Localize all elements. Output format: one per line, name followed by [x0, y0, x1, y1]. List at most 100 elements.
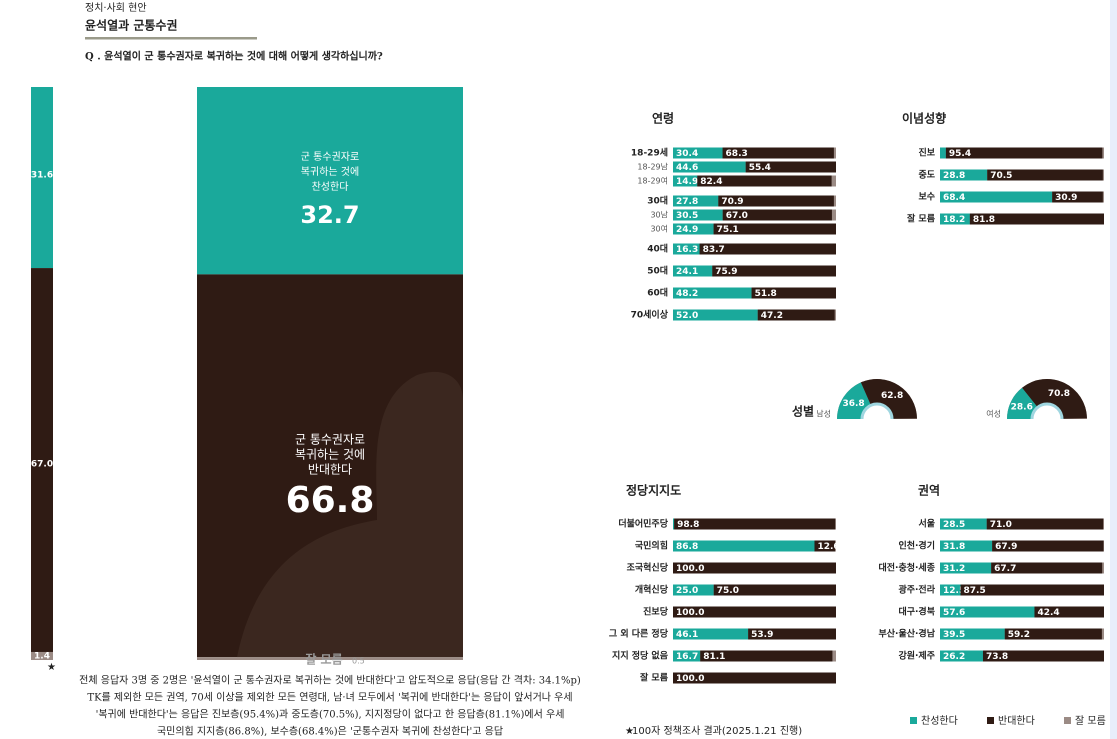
- bar-segment: [700, 650, 833, 662]
- donut-value: 28.6: [1011, 402, 1033, 412]
- edge: [1110, 0, 1117, 739]
- bar-value: 47.2: [761, 311, 783, 321]
- bar-segment: [718, 195, 834, 207]
- bar-segment: [940, 213, 970, 225]
- row-label: 조국혁신당: [627, 562, 669, 574]
- bar-value: 12.5: [943, 586, 965, 596]
- row-label: 서울: [918, 518, 935, 530]
- bar-segment: [722, 209, 832, 221]
- bar-value: 28.8: [943, 171, 965, 181]
- bar-value: 67.0: [726, 211, 748, 221]
- bar-value: 52.0: [676, 311, 698, 321]
- row-label: 50대: [647, 265, 668, 277]
- bar-segment: [697, 175, 832, 187]
- bar-segment: [673, 672, 836, 684]
- bar-segment: [814, 540, 836, 552]
- bar-value: 26.2: [943, 652, 965, 662]
- row-label: 60대: [647, 287, 668, 299]
- bar-value: 14.9: [676, 177, 698, 187]
- bar-value: 67.7: [994, 564, 1016, 574]
- bar-segment: [673, 175, 698, 187]
- bar-value: 82.4: [700, 177, 722, 187]
- bar-value: 16.7: [676, 652, 698, 662]
- party-title: 정당지지도: [626, 483, 681, 498]
- bar-value: 57.6: [943, 608, 965, 618]
- bar-segment: [673, 287, 752, 299]
- row-label: 그 외 다른 정당: [609, 628, 669, 640]
- bar-value: 53.9: [751, 630, 773, 640]
- bar-value: 12.6: [817, 542, 839, 552]
- bar-segment: [940, 628, 1005, 640]
- photo-silhouette: [237, 371, 463, 658]
- side-label: 67.0: [31, 460, 53, 470]
- donut-label: 여성: [986, 409, 1001, 419]
- unknown-block: [197, 657, 463, 660]
- star: ★: [625, 726, 634, 737]
- bar-segment: [945, 147, 1103, 159]
- bar-segment: [673, 309, 758, 321]
- gender-title: 성별: [792, 404, 814, 419]
- bar-segment: [940, 606, 1035, 618]
- bar-value: 27.8: [676, 197, 698, 207]
- bar-value: 71.0: [990, 520, 1012, 530]
- bar-value: 75.9: [715, 267, 737, 277]
- bar-value: 30.4: [676, 149, 698, 159]
- bar-value: 75.1: [717, 225, 739, 235]
- bar-value: 55.4: [749, 163, 771, 173]
- star: ★: [47, 662, 56, 673]
- bar-value: 24.9: [676, 225, 698, 235]
- legend-swatch: [1064, 717, 1071, 724]
- agree-value: 32.7: [300, 201, 359, 229]
- bar-segment: [713, 584, 836, 596]
- row-label: 70세이상: [631, 309, 669, 321]
- bar-value: 100.0: [676, 674, 704, 684]
- bar-value: 98.8: [677, 520, 699, 530]
- legend-label: 잘 모름: [1075, 715, 1106, 727]
- bar-value: 87.5: [964, 586, 986, 596]
- side-segment: [31, 87, 53, 269]
- bar-segment: [940, 562, 992, 574]
- row-label: 30남: [650, 211, 668, 220]
- legend-label: 찬성한다: [921, 715, 958, 727]
- bar-segment: [673, 606, 836, 618]
- oppose-label: 복귀하는 것에: [295, 448, 365, 462]
- bar-segment: [1052, 191, 1103, 203]
- bar-segment: [748, 628, 836, 640]
- body-line: TK를 제외한 모든 권역, 70세 이상을 제외한 모든 연령대, 남·녀 모…: [87, 692, 572, 704]
- bar-value: 31.8: [943, 542, 965, 552]
- bar-segment: [940, 540, 993, 552]
- bar-value: 31.2: [943, 564, 965, 574]
- agree-label: 군 통수권자로: [301, 151, 359, 163]
- bar-value: 75.0: [717, 586, 739, 596]
- bar-segment: [1004, 628, 1102, 640]
- bar-segment: [940, 169, 988, 181]
- donut-segment: [837, 382, 871, 419]
- bar-value: 48.2: [676, 289, 698, 299]
- row-label: 잘 모름: [907, 213, 935, 225]
- bar-value: 86.8: [676, 542, 698, 552]
- bar-segment: [1034, 606, 1104, 618]
- row-label: 잘 모름: [640, 672, 668, 684]
- bar-segment: [699, 243, 836, 255]
- row-label: 중도: [918, 170, 935, 181]
- ideology-title: 이념성향: [902, 111, 946, 126]
- row-label: 더불어민주당: [618, 518, 668, 530]
- row-label: 광주·전라: [898, 584, 935, 596]
- bar-segment: [673, 562, 836, 574]
- bar-segment: [712, 265, 836, 277]
- bar-segment: [673, 223, 714, 235]
- donut-value: 36.8: [842, 399, 864, 409]
- row-label: 30대: [647, 195, 668, 207]
- row-label: 진보당: [643, 606, 669, 618]
- bar-segment: [673, 147, 723, 159]
- donut-segment: [1022, 379, 1087, 419]
- bar-segment: [673, 584, 714, 596]
- bar-segment: [673, 518, 675, 530]
- bar-value: 39.5: [943, 630, 965, 640]
- bar-segment: [940, 147, 946, 159]
- bar-value: 30.5: [676, 211, 698, 221]
- bar-value: 28.5: [943, 520, 965, 530]
- bar-segment: [745, 161, 836, 173]
- bar-value: 25.0: [676, 586, 698, 596]
